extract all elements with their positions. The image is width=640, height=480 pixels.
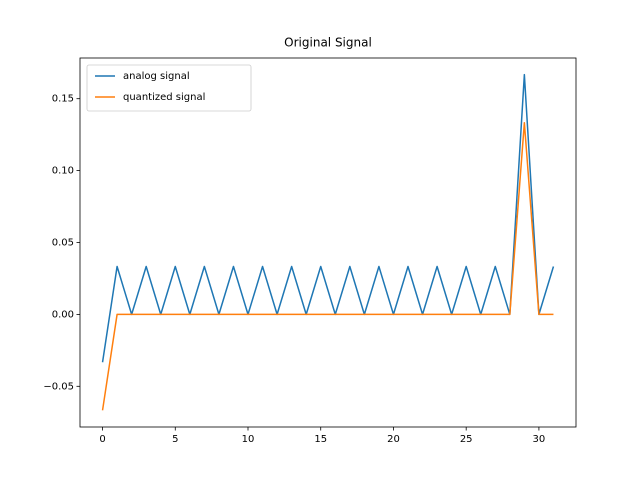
y-tick-label: 0.00 — [52, 309, 74, 320]
x-tick-label: 10 — [242, 434, 255, 445]
y-tick-label: 0.10 — [52, 166, 74, 177]
legend: analog signal quantized signal — [86, 64, 252, 112]
x-tick-label: 5 — [172, 434, 178, 445]
x-tick-label: 25 — [460, 434, 473, 445]
x-tick-label: 20 — [387, 434, 400, 445]
x-tick-label: 0 — [99, 434, 105, 445]
legend-label: quantized signal — [123, 92, 205, 103]
y-tick-label: −0.05 — [43, 381, 74, 392]
legend-label: analog signal — [123, 71, 190, 82]
legend-frame — [86, 64, 252, 112]
series-line — [101, 121, 554, 411]
series-line — [101, 73, 555, 363]
chart-title: Original Signal — [284, 36, 372, 50]
y-tick-label: 0.05 — [52, 238, 74, 249]
plot-frame — [79, 57, 577, 428]
x-tick-label: 15 — [314, 434, 327, 445]
x-tick-label: 30 — [533, 434, 546, 445]
y-tick-label: 0.15 — [52, 94, 74, 105]
